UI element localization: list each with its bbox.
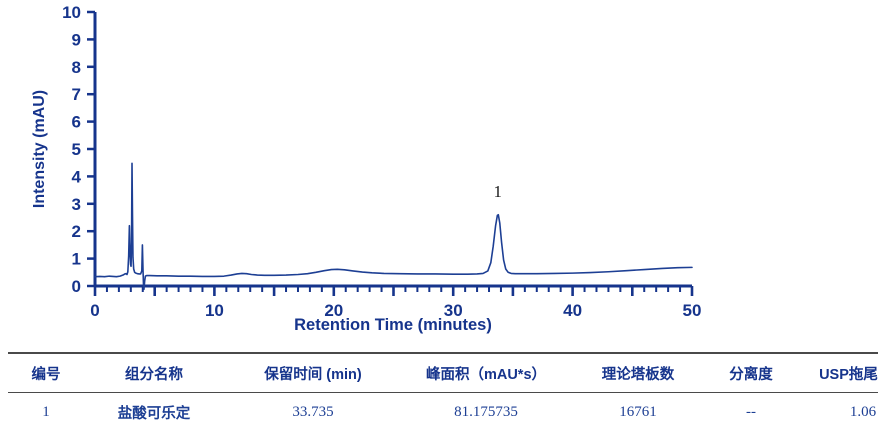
y-tick-label: 4 [72, 167, 82, 186]
y-tick-label: 9 [72, 30, 81, 49]
cell-id: 1 [42, 404, 50, 420]
column-header-resolution: 分离度 [706, 352, 796, 393]
y-tick-label: 7 [72, 85, 81, 104]
peak-results-table: 编号 组分名称 保留时间 (min) 峰面积（mAU*s） 理论塔板数 分离度 … [0, 352, 878, 440]
x-axis-title: Retention Time (minutes) [294, 316, 492, 334]
column-header-retention-time: 保留时间 (min) [224, 352, 402, 393]
peak-annotations: 1 [494, 182, 503, 201]
cell-usp-tailing-factor: 1.06 [849, 404, 877, 420]
peak-number-label: 1 [494, 182, 503, 201]
y-tick-label: 2 [72, 222, 81, 241]
x-tick-label: 0 [90, 301, 99, 320]
chromatogram-trace [94, 162, 693, 291]
y-tick-label: 0 [72, 277, 81, 296]
cell-resolution: -- [746, 404, 756, 420]
cell-theoretical-plates: 16761 [619, 404, 657, 420]
cell-name: 盐酸可乐定 [117, 406, 191, 422]
y-tick-label: 8 [72, 58, 81, 77]
chart-svg: 0 1 2 3 4 5 6 7 8 9 10 0 10 20 30 40 50 1 Intensity (mA… [31, 3, 701, 334]
y-tick-label: 1 [72, 250, 81, 269]
y-tick-label: 3 [72, 195, 81, 214]
chromatogram-chart: 0 1 2 3 4 5 6 7 8 9 10 0 10 20 30 40 50 1 Intensity (mA… [31, 3, 701, 334]
table-row: 1 盐酸可乐定 33.735 81.175735 16761 -- 1.06 [8, 393, 878, 430]
x-axis-tick-labels: 0 10 20 30 40 50 [90, 301, 701, 320]
x-axis-minor-ticks [105, 286, 682, 292]
y-axis-ticks [87, 10, 95, 288]
y-tick-label: 10 [62, 3, 81, 22]
x-axis-major-ticks [93, 286, 694, 296]
x-tick-label: 40 [563, 301, 582, 320]
table-header-row: 编号 组分名称 保留时间 (min) 峰面积（mAU*s） 理论塔板数 分离度 … [8, 352, 878, 393]
column-header-name: 组分名称 [84, 352, 224, 393]
column-header-usp-tailing-factor: USP拖尾因子 [796, 352, 878, 393]
y-tick-label: 5 [72, 140, 81, 159]
column-header-id: 编号 [8, 352, 84, 393]
y-tick-label: 6 [72, 113, 81, 132]
y-axis-title: Intensity (mAU) [31, 90, 48, 208]
cell-retention-time: 33.735 [292, 404, 334, 420]
x-tick-label: 10 [205, 301, 224, 320]
column-header-theoretical-plates: 理论塔板数 [570, 352, 706, 393]
column-header-peak-area: 峰面积（mAU*s） [402, 352, 570, 393]
x-tick-label: 50 [683, 301, 702, 320]
cell-peak-area: 81.175735 [454, 404, 518, 420]
x-tick-label: 30 [444, 301, 463, 320]
y-axis-tick-labels: 0 1 2 3 4 5 6 7 8 9 10 [62, 3, 81, 296]
x-tick-label: 20 [324, 301, 343, 320]
